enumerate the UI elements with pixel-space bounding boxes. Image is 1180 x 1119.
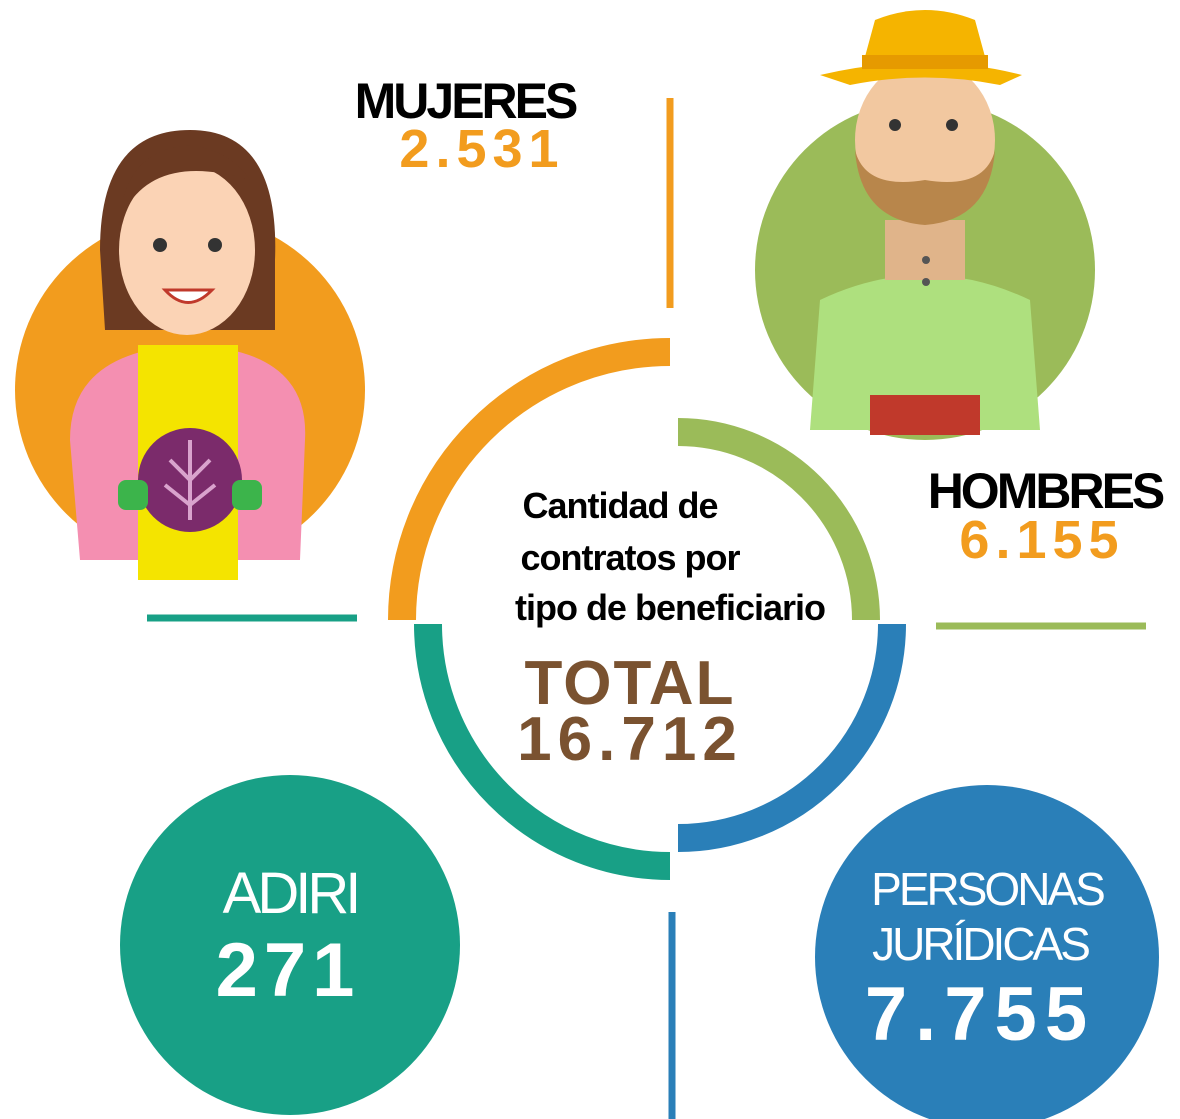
arc: [677, 418, 880, 621]
group-label: HOMBRES: [928, 463, 1164, 519]
man-illustration: [755, 10, 1095, 440]
group-label: PERSONAS: [871, 863, 1104, 915]
group-value: 7.755: [865, 972, 1095, 1057]
group-value: 271: [216, 928, 361, 1013]
juridicas-circle: [815, 785, 1159, 1119]
title-line: contratos por: [520, 537, 740, 578]
woman-illustration: [15, 130, 365, 580]
group-label: ADIRI: [223, 861, 358, 926]
title-line: Cantidad de: [522, 485, 717, 526]
arc: [388, 338, 671, 621]
group-label: JURÍDICAS: [872, 918, 1089, 970]
group-value: 6.155: [959, 510, 1124, 570]
total-value: 16.712: [517, 705, 743, 774]
group-label: MUJERES: [355, 73, 577, 129]
group-value: 2.531: [399, 119, 564, 179]
total-label: TOTAL: [525, 649, 736, 718]
title-line: tipo de beneficiario: [515, 587, 825, 628]
arc: [677, 623, 906, 852]
adiri-circle: [120, 775, 460, 1115]
arc: [414, 623, 671, 880]
